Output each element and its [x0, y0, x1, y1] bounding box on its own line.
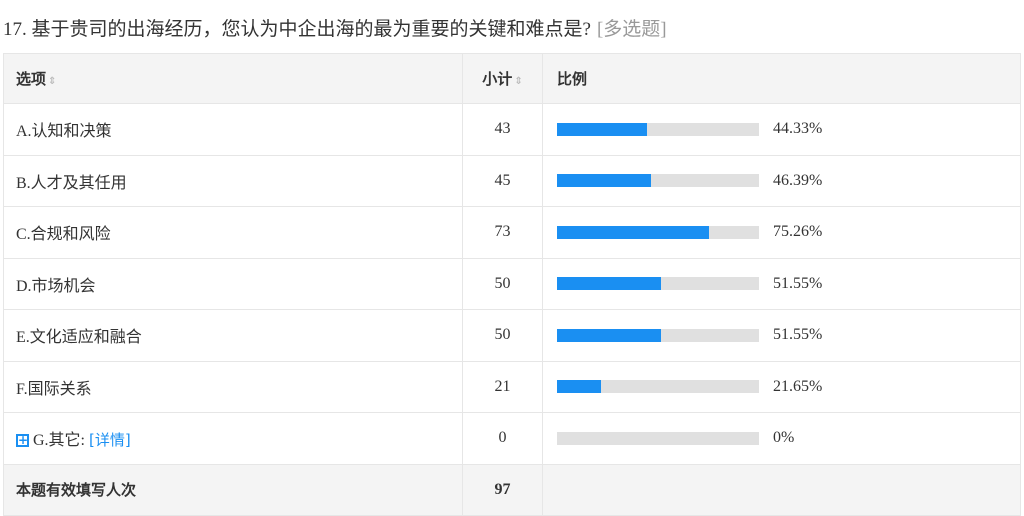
- header-ratio: 比例: [542, 53, 1021, 104]
- header-count[interactable]: 小计 ⇕: [462, 53, 543, 104]
- ratio-cell: 0%: [542, 412, 1021, 465]
- progress-fill: [557, 328, 662, 342]
- percent-label: 44.33%: [773, 120, 823, 138]
- option-cell: A.认知和决策: [3, 103, 463, 156]
- progress-fill: [557, 174, 651, 188]
- progress-fill: [557, 225, 710, 239]
- option-cell: E.文化适应和融合: [3, 309, 463, 362]
- ratio-cell: 21.65%: [542, 360, 1021, 413]
- ratio-cell: 46.39%: [542, 154, 1021, 207]
- percent-label: 46.39%: [773, 171, 823, 189]
- progress-bar: [557, 122, 759, 136]
- ratio-cell: 51.55%: [542, 309, 1021, 362]
- option-cell: B.人才及其任用: [3, 154, 463, 207]
- count-cell: 73: [462, 206, 543, 259]
- option-label: G.其它:: [33, 432, 86, 450]
- question-type: [多选题]: [596, 19, 667, 40]
- count-cell: 43: [462, 103, 543, 156]
- table-row: F.国际关系 21 21.65%: [3, 360, 1021, 413]
- results-table: 选项 ⇕ 小计 ⇕ 比例 A.认知和决策 43 44.33% B.人才及其任用 45 46.3…: [3, 53, 1021, 516]
- progress-bar: [557, 431, 759, 445]
- total-row: 本题有效填写人次 97: [3, 463, 1021, 516]
- sort-icon[interactable]: ⇕: [514, 76, 523, 87]
- total-label: 本题有效填写人次: [3, 463, 463, 516]
- count-cell: 50: [462, 257, 543, 310]
- table-row: A.认知和决策 43 44.33%: [3, 103, 1021, 156]
- progress-bar: [557, 225, 759, 239]
- option-label: D.市场机会: [16, 277, 96, 295]
- option-cell: D.市场机会: [3, 257, 463, 310]
- progress-bar: [557, 380, 759, 394]
- progress-fill: [557, 277, 662, 291]
- progress-fill: [557, 380, 601, 394]
- percent-label: 0%: [773, 429, 795, 447]
- total-empty: [542, 463, 1021, 516]
- detail-link[interactable]: [详情]: [89, 431, 131, 450]
- percent-label: 21.65%: [773, 377, 823, 395]
- question-title: 17. 基于贵司的出海经历，您认为中企出海的最为重要的关键和难点是? [多选题]: [3, 19, 667, 40]
- total-count: 97: [462, 463, 543, 516]
- sort-icon[interactable]: ⇕: [48, 76, 57, 87]
- option-cell: F.国际关系: [3, 360, 463, 413]
- option-label: B.人才及其任用: [16, 174, 127, 192]
- count-cell: 0: [462, 412, 543, 465]
- table-row: C.合规和风险 73 75.26%: [3, 206, 1021, 259]
- percent-label: 75.26%: [773, 223, 823, 241]
- progress-bar: [557, 328, 759, 342]
- progress-bar: [557, 174, 759, 188]
- table-row: E.文化适应和融合 50 51.55%: [3, 309, 1021, 362]
- option-label: A.认知和决策: [16, 123, 112, 141]
- count-cell: 50: [462, 309, 543, 362]
- count-cell: 21: [462, 360, 543, 413]
- table-row: B.人才及其任用 45 46.39%: [3, 154, 1021, 207]
- percent-label: 51.55%: [773, 326, 823, 344]
- ratio-cell: 51.55%: [542, 257, 1021, 310]
- option-label: E.文化适应和融合: [16, 329, 142, 347]
- percent-label: 51.55%: [773, 274, 823, 292]
- header-option[interactable]: 选项 ⇕: [3, 53, 463, 104]
- option-cell: + G.其它: [详情]: [3, 412, 463, 465]
- progress-bar: [557, 277, 759, 291]
- table-row: D.市场机会 50 51.55%: [3, 257, 1021, 310]
- table-row: + G.其它: [详情] 0 0%: [3, 412, 1021, 465]
- plus-square-icon[interactable]: +: [16, 433, 29, 448]
- option-cell: C.合规和风险: [3, 206, 463, 259]
- progress-fill: [557, 122, 647, 136]
- ratio-cell: 75.26%: [542, 206, 1021, 259]
- count-cell: 45: [462, 154, 543, 207]
- ratio-cell: 44.33%: [542, 103, 1021, 156]
- option-label: C.合规和风险: [16, 226, 111, 244]
- option-label: F.国际关系: [16, 380, 92, 398]
